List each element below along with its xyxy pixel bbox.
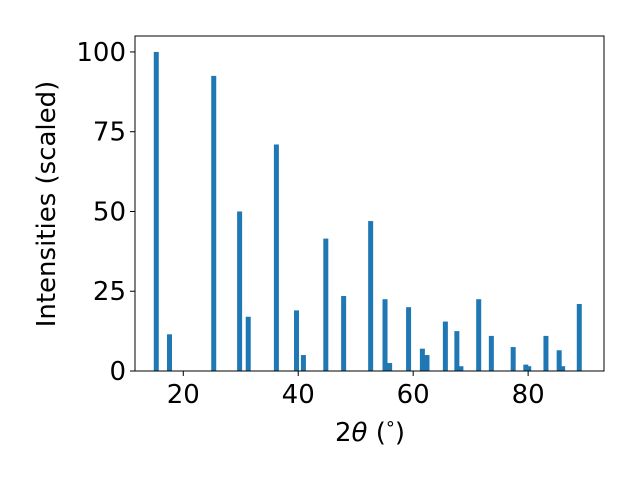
x-tick-label: 60 [397, 380, 430, 410]
bar [510, 347, 516, 371]
bar [294, 310, 300, 371]
bar [419, 348, 425, 371]
bar [211, 75, 217, 371]
bar [442, 321, 448, 371]
y-tick-label: 100 [76, 38, 126, 68]
x-tick-label: 80 [512, 380, 545, 410]
bar [543, 335, 549, 371]
x-tick-label: 40 [282, 380, 315, 410]
bar-series [153, 51, 582, 371]
bar [387, 363, 393, 371]
bar [237, 211, 243, 371]
y-axis-label: Intensities (scaled) [32, 81, 62, 328]
bar [323, 238, 329, 371]
bar [273, 144, 279, 371]
bar [476, 299, 482, 371]
bar [245, 316, 251, 371]
bar [576, 304, 582, 371]
bar [300, 355, 306, 371]
bar [556, 350, 562, 371]
bar [153, 51, 159, 371]
bar [406, 307, 412, 371]
bar [341, 296, 347, 371]
bar [523, 364, 529, 371]
bar [368, 221, 374, 371]
plot-frame [134, 35, 605, 372]
bar [166, 334, 172, 371]
y-axis-ticks: 0 25 50 75 100 [76, 38, 135, 387]
y-tick-label: 0 [109, 357, 126, 387]
x-axis-label: 2θ (°) [335, 418, 405, 448]
bar [454, 331, 460, 371]
y-tick-label: 25 [93, 277, 126, 307]
y-tick-label: 50 [93, 197, 126, 227]
y-tick-label: 75 [93, 118, 126, 148]
bar [488, 335, 494, 371]
bar [458, 366, 464, 371]
bar [560, 366, 566, 371]
x-axis-ticks: 20 40 60 80 [167, 371, 545, 410]
x-tick-label: 20 [167, 380, 200, 410]
bar [424, 355, 430, 371]
bar [526, 366, 532, 371]
bar [382, 299, 388, 371]
